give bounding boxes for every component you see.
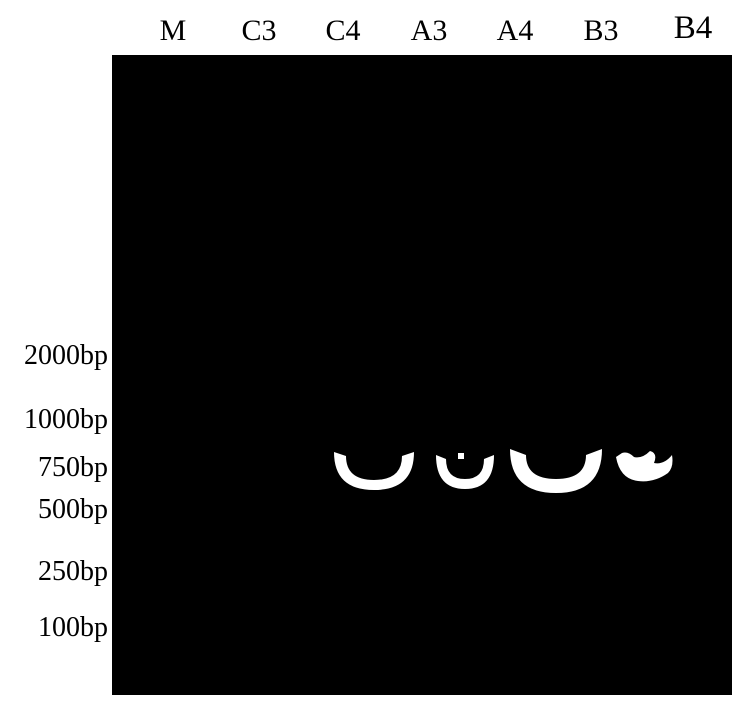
lane-label-c4: C4 [318, 14, 368, 48]
lane-label-a4: A4 [490, 14, 540, 48]
gel-image [112, 55, 732, 695]
marker-2000bp: 2000bp [0, 342, 108, 370]
band-b3 [508, 447, 604, 497]
marker-100bp: 100bp [0, 614, 108, 642]
marker-750bp: 750bp [0, 454, 108, 482]
lane-label-b3: B3 [576, 14, 626, 48]
lane-label-b4: B4 [668, 10, 718, 47]
lane-label-a3: A3 [404, 14, 454, 48]
lane-label-m: M [148, 14, 198, 48]
band-b4 [614, 449, 678, 485]
band-a4 [432, 453, 498, 493]
marker-500bp: 500bp [0, 496, 108, 524]
lane-label-c3: C3 [234, 14, 284, 48]
marker-1000bp: 1000bp [0, 406, 108, 434]
marker-250bp: 250bp [0, 558, 108, 586]
band-a3 [332, 450, 416, 494]
